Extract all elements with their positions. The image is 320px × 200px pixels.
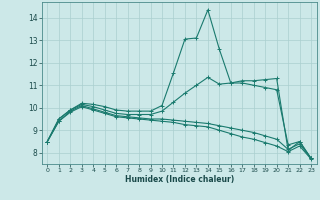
X-axis label: Humidex (Indice chaleur): Humidex (Indice chaleur)	[124, 175, 234, 184]
